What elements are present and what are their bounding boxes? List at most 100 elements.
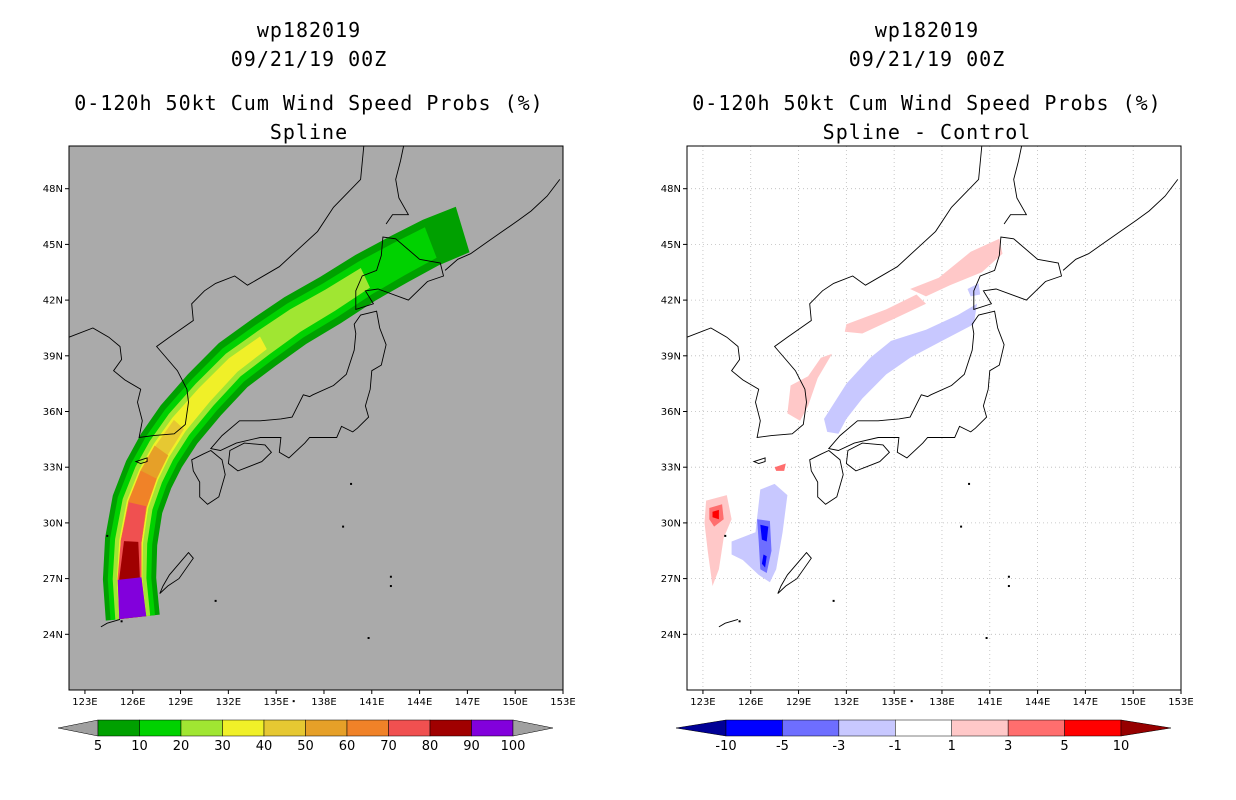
longitude-label: 147E (455, 697, 480, 708)
colorbar-segment (346, 719, 389, 737)
panel-subtitle: Spline (269, 120, 349, 144)
storm-id-title: wp182019 (256, 18, 362, 42)
coastline-ryukyu (159, 551, 194, 594)
longitude-label: 135E (881, 697, 906, 708)
map-background (687, 146, 1181, 690)
colorbar-label: 100 (501, 739, 526, 754)
colorbar-segment (725, 719, 783, 737)
latitude-label: 48N (43, 184, 63, 195)
island-dot (350, 482, 353, 485)
difference-patches (704, 238, 1003, 586)
longitude-label: 123E (690, 697, 715, 708)
colorbar-segment (1064, 719, 1122, 737)
colorbar-segment (263, 719, 306, 737)
island-dot (389, 585, 392, 588)
latitude-label: 27N (661, 574, 681, 585)
storm-id-title: wp182019 (874, 18, 980, 42)
longitude-label: 126E (120, 697, 145, 708)
coastlines (68, 145, 561, 703)
colorbar-label: 1 (948, 739, 956, 754)
colorbar-segment (97, 719, 140, 737)
latitude-label: 45N (43, 240, 63, 251)
island-dot (910, 700, 913, 703)
colorbar-segment (782, 719, 840, 737)
coastline-jeju (752, 457, 766, 464)
colorbar-segment (429, 719, 472, 737)
colorbar-segment (139, 719, 182, 737)
island-dot (738, 620, 741, 623)
colorbar-label: 5 (1060, 739, 1068, 754)
coastlines (686, 145, 1179, 703)
longitude-label: 153E (550, 697, 575, 708)
island-dot (367, 637, 370, 640)
latitude-label: 33N (661, 463, 681, 474)
coastline-kyushu (809, 449, 844, 505)
colorbar-label: 10 (1113, 739, 1130, 754)
diff-patch-7 (787, 353, 832, 421)
coastline-honshu (827, 310, 1005, 459)
coastline-sakishima (718, 618, 739, 628)
product-title: 0-120h 50kt Cum Wind Speed Probs (%) (74, 91, 544, 115)
longitude-label: 138E (311, 697, 336, 708)
coastline-kurils (1062, 179, 1179, 271)
latitude-label: 45N (661, 240, 681, 251)
difference-map: 48N 45N 42N 39N 36N 33N 30N 27N 24N 123E 126E 129E 1… (661, 145, 1194, 754)
coastline-sakhalin (1003, 145, 1028, 225)
latitude-label: 39N (43, 351, 63, 362)
colorbar-label: 5 (94, 739, 102, 754)
latitude-label: 48N (661, 184, 681, 195)
coastline-sakhalin (385, 145, 410, 225)
probability-map: 48N 45N 42N 39N 36N 33N 30N 27N 24N 123E 126E 129E 1… (43, 145, 576, 754)
latitude-label: 42N (43, 296, 63, 307)
island-dot (342, 525, 345, 528)
diff-patch-10 (824, 303, 977, 434)
coastline-asia (68, 145, 365, 439)
colorbar-label: 10 (131, 739, 148, 754)
latitude-label: 30N (661, 518, 681, 529)
longitude-label: 138E (929, 697, 954, 708)
datetime-title: 09/21/19 00Z (848, 47, 1006, 71)
latitude-label: 24N (43, 630, 63, 641)
coastline-sakishima (100, 618, 121, 628)
colorbar-label: -1 (889, 739, 902, 754)
latitude-label: 27N (43, 574, 63, 585)
island-dot (389, 575, 392, 578)
island-dot (960, 525, 963, 528)
colorbar-low-arrow (57, 719, 99, 737)
island-dot (120, 620, 123, 623)
colorbar-label: 20 (173, 739, 190, 754)
colorbar-low-arrow (675, 719, 727, 737)
diff-patch-6 (761, 554, 767, 568)
colorbar-label: 60 (339, 739, 356, 754)
colorbar-label: 80 (422, 739, 439, 754)
colorbar-label: 40 (256, 739, 273, 754)
panel-subtitle: Spline - Control (822, 120, 1032, 144)
prob-band-9 (117, 577, 147, 620)
longitude-label: 141E (359, 697, 384, 708)
island-dot (724, 534, 727, 537)
diff-patch-12 (774, 463, 786, 471)
datetime-title: 09/21/19 00Z (230, 47, 388, 71)
longitude-label: 144E (1025, 697, 1050, 708)
colorbar-segment (471, 719, 514, 737)
longitude-label: 132E (216, 697, 241, 708)
coastline-shikoku (845, 442, 891, 472)
colorbar-label: 3 (1004, 739, 1012, 754)
colorbar-label: 70 (380, 739, 397, 754)
latitude-label: 30N (43, 518, 63, 529)
probability-bands (102, 206, 470, 621)
diff-patch-8 (844, 294, 926, 334)
coastline-asia (686, 145, 983, 439)
diff-patch-9 (910, 238, 1003, 297)
diff-patch-4 (757, 519, 772, 573)
longitude-label: 123E (72, 697, 97, 708)
island-dot (292, 700, 295, 703)
latitude-label: 42N (661, 296, 681, 307)
longitude-label: 144E (407, 697, 432, 708)
longitude-label: 129E (786, 697, 811, 708)
coastline-hokkaido (355, 236, 445, 311)
island-dot (832, 599, 835, 602)
longitude-label: 135E (263, 697, 288, 708)
left-panel: wp182019 09/21/19 00Z 0-120h 50kt Cum Wi… (43, 18, 576, 754)
colorbar-label: -3 (832, 739, 845, 754)
